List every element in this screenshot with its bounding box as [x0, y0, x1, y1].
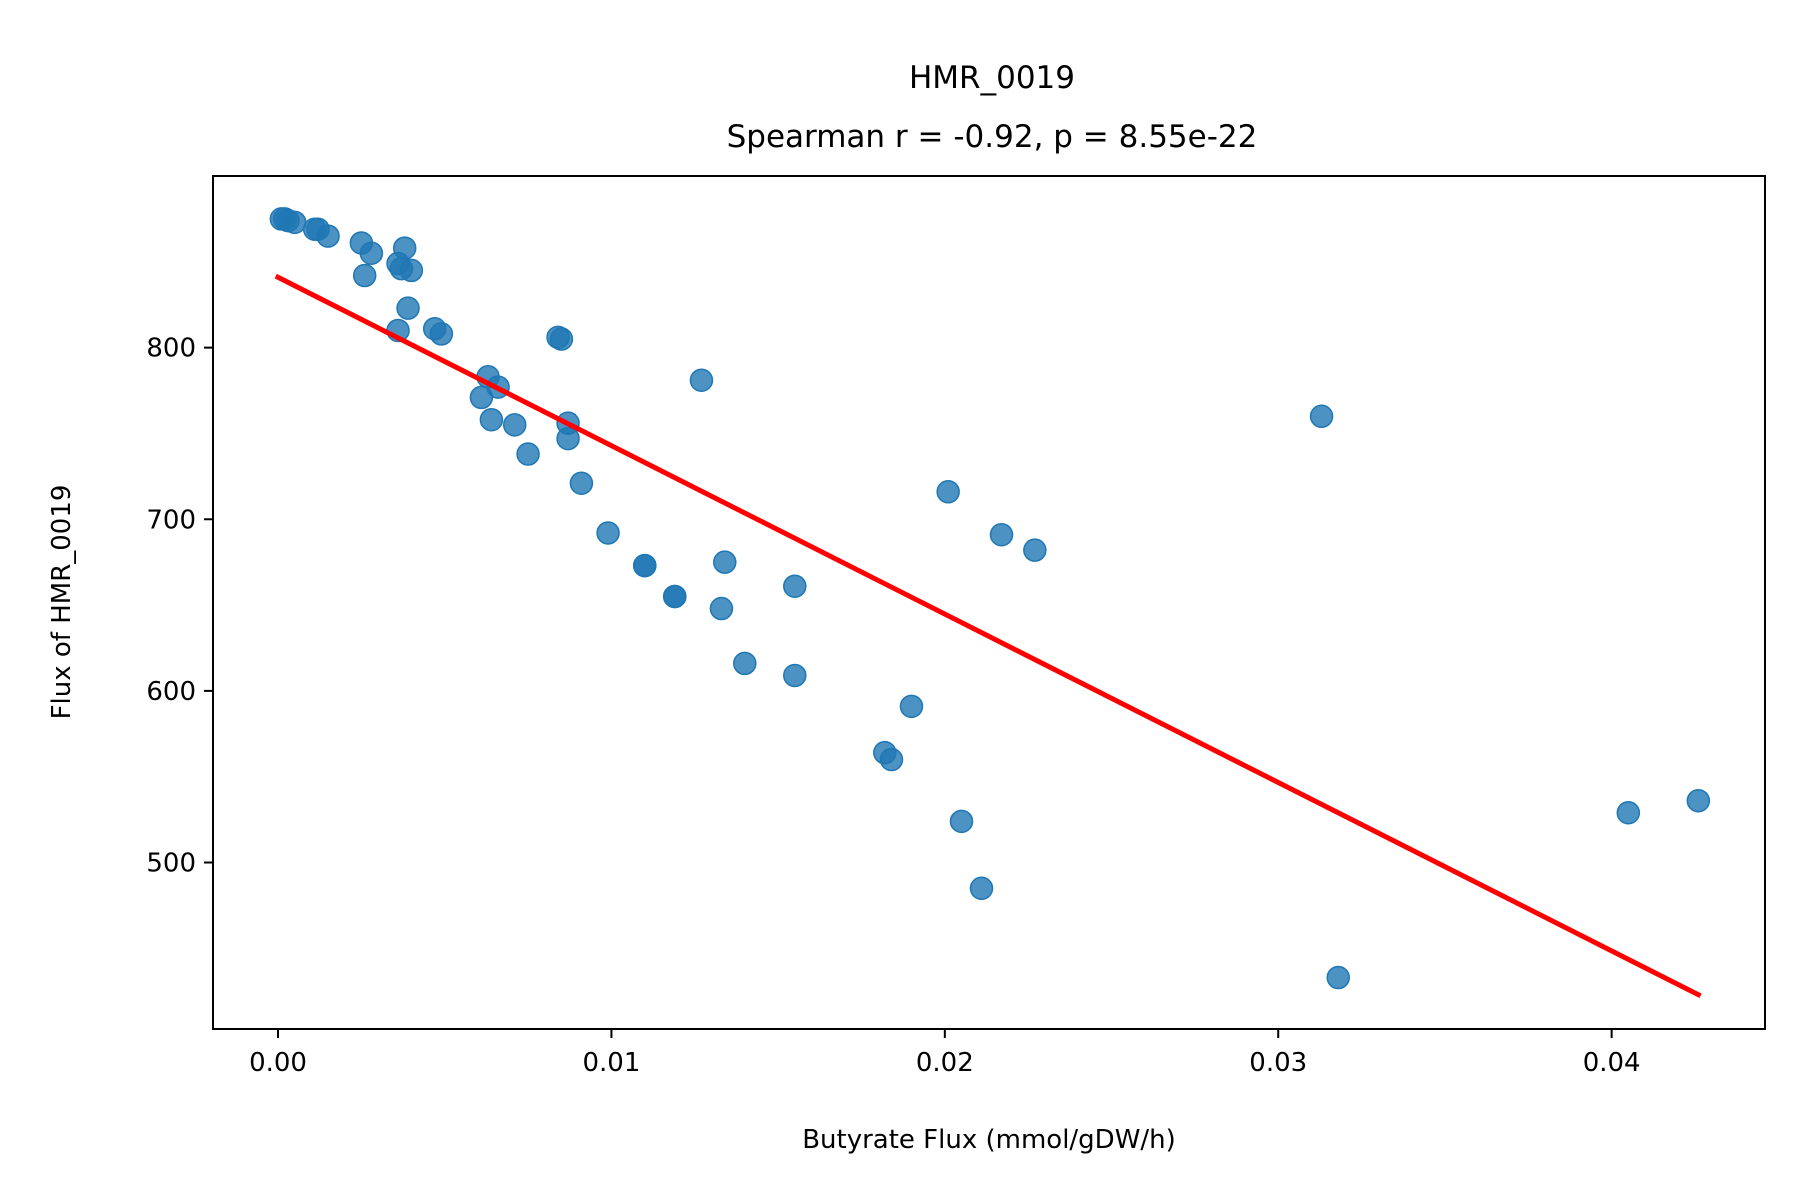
data-point — [399, 258, 424, 283]
data-point — [989, 522, 1014, 547]
data-point — [549, 327, 574, 351]
data-point — [709, 596, 734, 621]
y-axis-ticks: 500 600 700 800 — [146, 334, 213, 879]
data-points — [269, 207, 1711, 990]
x-axis-label: Butyrate Flux (mmol/gDW/h) — [802, 1125, 1176, 1155]
y-tick-label: 700 — [146, 505, 196, 535]
x-tick-label: 0.02 — [916, 1048, 974, 1078]
data-point — [1326, 965, 1350, 990]
chart-subtitle: Spearman r = -0.92, p = 8.55e-22 — [727, 119, 1258, 155]
data-point — [969, 876, 994, 901]
data-point — [783, 663, 807, 688]
y-tick-label: 500 — [146, 849, 196, 879]
data-point — [479, 407, 504, 432]
data-point — [879, 747, 904, 772]
data-point — [516, 442, 540, 466]
data-point — [359, 241, 384, 265]
x-tick-label: 0.04 — [1583, 1048, 1641, 1078]
data-point — [1616, 801, 1641, 825]
data-point — [783, 574, 807, 598]
data-point — [429, 322, 454, 346]
data-point — [569, 471, 594, 495]
data-point — [936, 480, 960, 504]
data-point — [316, 224, 340, 248]
regression-line — [274, 273, 1702, 999]
data-point — [949, 809, 974, 834]
data-point — [713, 550, 737, 574]
data-point — [689, 368, 714, 392]
y-tick-label: 800 — [146, 334, 196, 364]
data-point — [733, 651, 757, 676]
data-point — [1309, 404, 1334, 429]
y-axis-label: Flux of HMR_0019 — [47, 485, 77, 720]
fit-line-layer — [274, 273, 1702, 999]
x-axis-ticks: 0.00 0.01 0.02 0.03 0.04 — [249, 1029, 1641, 1078]
data-point — [1023, 538, 1047, 562]
y-tick-label: 600 — [146, 677, 196, 707]
data-point — [663, 584, 687, 609]
data-point — [556, 426, 580, 451]
data-point — [502, 413, 527, 437]
data-point — [352, 263, 377, 288]
chart-title: HMR_0019 — [909, 60, 1075, 96]
data-point — [469, 385, 494, 410]
data-point — [596, 521, 620, 545]
data-point — [1686, 788, 1711, 813]
data-point — [282, 210, 307, 235]
data-point — [899, 694, 924, 719]
data-point — [396, 296, 420, 320]
x-tick-label: 0.00 — [249, 1048, 307, 1078]
x-tick-label: 0.01 — [582, 1048, 640, 1078]
data-point — [633, 553, 657, 578]
x-tick-label: 0.03 — [1249, 1048, 1307, 1078]
plot-frame — [212, 175, 1766, 1030]
